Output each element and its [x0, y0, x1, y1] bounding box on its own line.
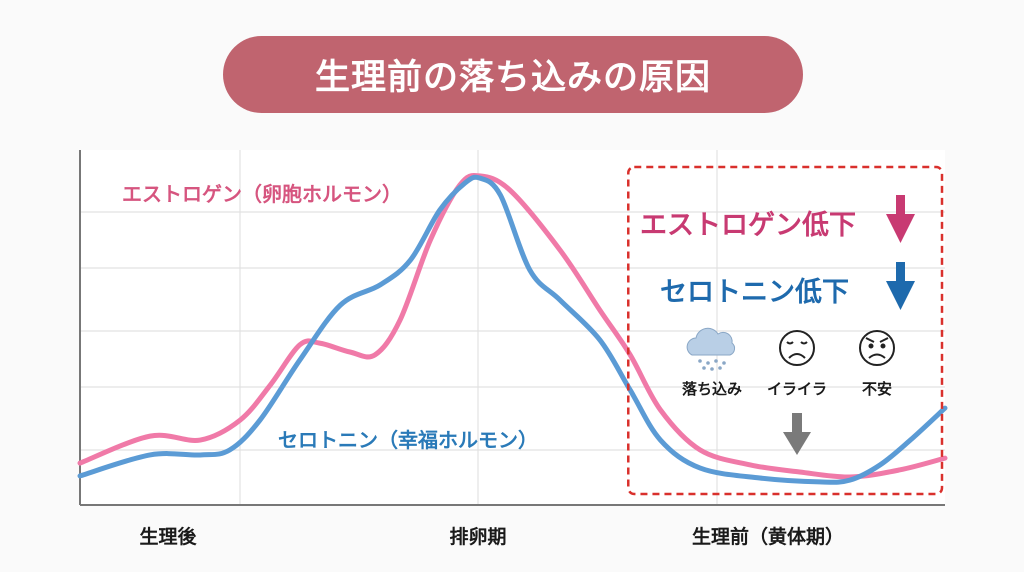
x-tick-label-ovulation: 排卵期	[449, 526, 507, 548]
serotonin-decrease-label: セロトニン低下	[660, 277, 849, 308]
angry-face-icon	[859, 330, 895, 366]
symptom-label-irritation: イライラ	[766, 380, 828, 398]
premenstrual-highlight-box	[627, 165, 944, 496]
serotonin-down-arrow-icon	[886, 262, 915, 310]
grid	[80, 150, 945, 505]
estrogen-decrease-label: エストロゲン低下	[640, 210, 856, 241]
gray-down-arrow-icon	[783, 413, 811, 455]
x-tick-label-premenstrual: 生理前（黄体期）	[691, 526, 845, 548]
serotonin-line	[77, 174, 948, 485]
serotonin-series-label: セロトニン（幸福ホルモン）	[278, 428, 538, 452]
estrogen-line	[77, 173, 948, 480]
estrogen-down-arrow-icon	[886, 195, 915, 243]
title-banner: 生理前の落ち込みの原因	[223, 36, 803, 113]
sad-face-icon	[779, 330, 815, 366]
estrogen-series-label: エストロゲン（卵胞ホルモン）	[122, 182, 402, 206]
series-group	[77, 173, 948, 485]
rain-cloud-icon	[686, 327, 736, 371]
symptom-label-depression: 落ち込み	[681, 380, 743, 398]
symptom-label-anxiety: 不安	[861, 380, 893, 398]
x-tick-label-post-menstruation: 生理後	[139, 526, 197, 548]
page-title: 生理前の落ち込みの原因	[314, 58, 711, 98]
